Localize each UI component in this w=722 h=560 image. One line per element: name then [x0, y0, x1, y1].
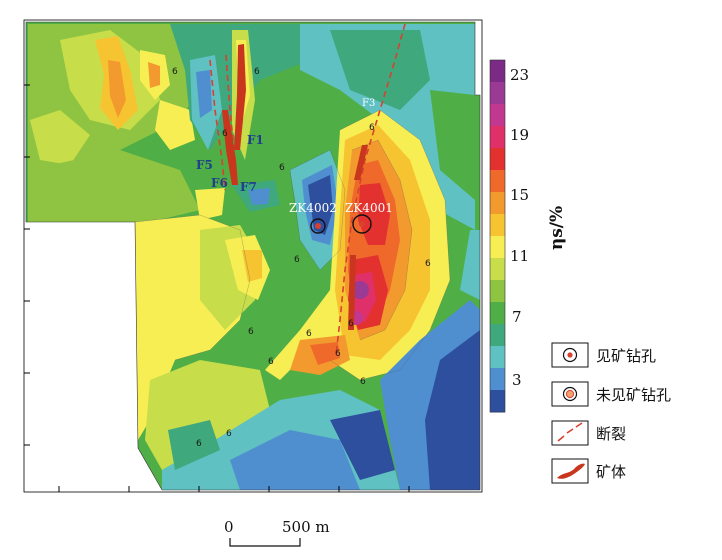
- drillhole-zk4002-label: ZK4002: [289, 201, 337, 215]
- legend-item-orebody: 矿体: [551, 458, 626, 484]
- contour-label: 6: [172, 67, 178, 77]
- colorbar-tick-label: 11: [510, 247, 529, 265]
- legend-label: 矿体: [596, 463, 626, 481]
- contour-label: 6: [279, 163, 285, 173]
- colorbar-tick-label: 15: [510, 186, 529, 204]
- contour-label: 6: [306, 329, 312, 339]
- colorbar-swatch: [490, 126, 505, 149]
- colorbar-unit-label: ηs/%: [547, 206, 567, 250]
- legend-label: 断裂: [596, 425, 626, 443]
- colorbar-tick-label: 19: [510, 126, 529, 144]
- contour-label: 6: [369, 123, 375, 133]
- drillhole-zk4001-marker: [352, 214, 372, 234]
- fault-label-f7: F7: [240, 180, 257, 194]
- colorbar-swatches: [490, 60, 505, 413]
- colorbar-swatch: [490, 60, 505, 83]
- contour-label: 6: [196, 439, 202, 449]
- drillhole-zk4002-marker: [310, 218, 326, 234]
- colorbar-tick-label: 7: [512, 308, 522, 326]
- colorbar-swatch: [490, 280, 505, 303]
- contour-label: 6: [335, 349, 341, 359]
- contour-label: 6: [222, 129, 228, 139]
- colorbar-swatch: [490, 82, 505, 105]
- orebody-shapes: [222, 44, 368, 330]
- colorbar: 23 19 15 11 7 3 ηs/%: [489, 59, 567, 413]
- colorbar-swatch: [490, 104, 505, 127]
- legend-item-no-ore: 未见矿钻孔: [551, 381, 671, 407]
- colorbar-swatch: [490, 148, 505, 171]
- colorbar-swatch: [490, 236, 505, 259]
- legend-label: 未见矿钻孔: [596, 386, 671, 404]
- legend-label: 见矿钻孔: [596, 347, 656, 365]
- fault-lines: [209, 23, 406, 356]
- fault-label-f5: F5: [196, 158, 213, 172]
- fault-label-f1: F1: [247, 133, 264, 147]
- legend-item-fault: 断裂: [551, 420, 626, 446]
- scale-start-label: 0: [224, 518, 234, 536]
- ore-found-drillhole-icon: [562, 347, 578, 363]
- colorbar-tick-label: 23: [510, 66, 529, 84]
- fault-label-f3: F3: [362, 98, 375, 109]
- contour-label: 6: [248, 327, 254, 337]
- fault-label-f6: F6: [211, 176, 228, 190]
- drillhole-zk4001-label: ZK4001: [345, 201, 393, 215]
- scale-bar: 0 500 m: [224, 518, 330, 547]
- colorbar-swatch: [490, 214, 505, 237]
- contour-label: 6: [294, 255, 300, 265]
- colorbar-swatch: [490, 258, 505, 281]
- colorbar-swatch: [490, 368, 505, 391]
- contour-label: 6: [226, 429, 232, 439]
- orebody-icon: [557, 463, 585, 479]
- colorbar-swatch: [490, 170, 505, 193]
- colorbar-swatch: [490, 390, 505, 413]
- colorbar-swatch: [490, 324, 505, 347]
- colorbar-swatch: [490, 302, 505, 325]
- contour-label: 6: [425, 259, 431, 269]
- contour-label: 6: [254, 67, 260, 77]
- no-ore-drillhole-icon: [562, 386, 578, 402]
- contour-label: 6: [348, 319, 354, 329]
- colorbar-swatch: [490, 192, 505, 215]
- fault-icon: [557, 422, 583, 442]
- colorbar-tick-label: 3: [512, 371, 522, 389]
- legend-item-ore-found: 见矿钻孔: [551, 342, 656, 368]
- contour-label: 6: [360, 377, 366, 387]
- scale-end-label: 500 m: [282, 518, 330, 536]
- contour-labels: 6 6 6 6 6 6 6 6 6 6 6 6 6 6 6: [172, 67, 431, 449]
- map-area: ZK4002 ZK4001 F1 F3 F5 F6 F7 6 6 6 6 6 6…: [23, 19, 483, 493]
- colorbar-swatch: [490, 346, 505, 369]
- contour-label: 6: [268, 357, 274, 367]
- legend: 见矿钻孔 未见矿钻孔 断裂 矿体: [551, 342, 671, 484]
